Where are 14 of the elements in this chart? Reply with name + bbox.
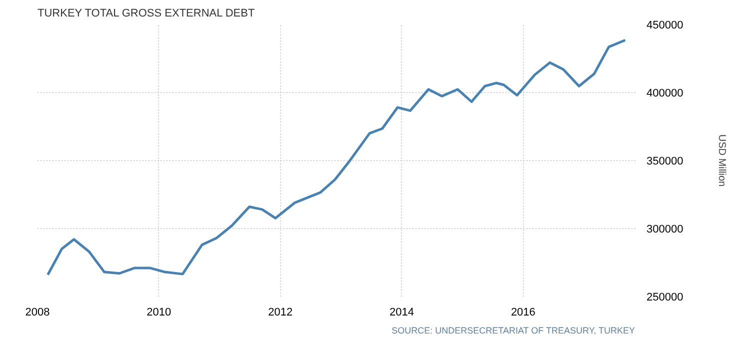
line-series <box>46 38 626 276</box>
y-tick-label: 300000 <box>646 224 684 236</box>
chart-title: TURKEY TOTAL GROSS EXTERNAL DEBT <box>38 8 255 20</box>
x-tick-label: 2014 <box>390 306 414 318</box>
y-tick-label: 450000 <box>646 20 684 32</box>
x-tick-label: 2010 <box>146 306 172 318</box>
x-tick-label: 2016 <box>510 306 536 318</box>
source-note: SOURCE: UNDERSECRETARIAT OF TREASURY, TURKEY <box>392 326 636 336</box>
y-tick-label: 350000 <box>646 156 684 168</box>
y-tick-label: 400000 <box>646 88 684 100</box>
x-tick-label: 2012 <box>268 306 293 318</box>
y-tick-label: 250000 <box>646 292 684 304</box>
x-tick-label: 2008 <box>25 306 50 318</box>
y-axis-title: USD Million <box>716 134 728 187</box>
